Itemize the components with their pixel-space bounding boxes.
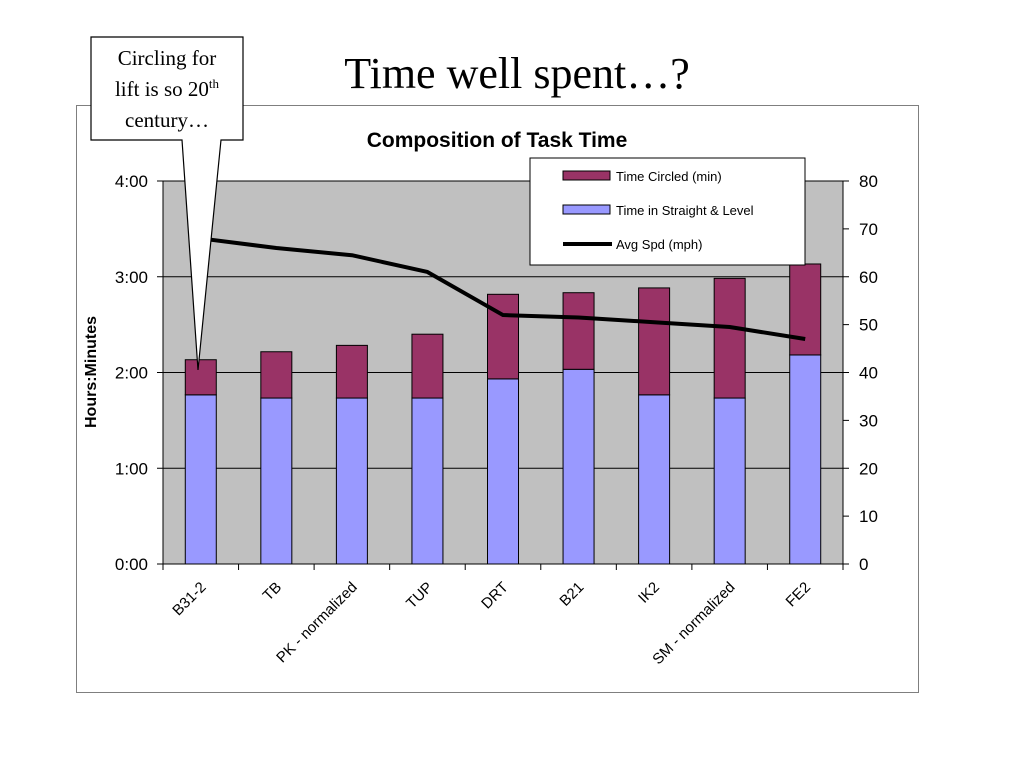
callout-superscript: th (209, 76, 220, 91)
category-label: B21 (556, 579, 587, 610)
bar-segment (562, 368, 595, 565)
bar-segment (335, 344, 368, 399)
y2-tick-label: 10 (859, 507, 878, 526)
y2-tick-label: 20 (859, 459, 878, 478)
y2-tick-label: 50 (859, 316, 878, 335)
category-label: PK - normalized (273, 579, 360, 666)
bar-segment (411, 397, 444, 565)
avg-speed-line (200, 236, 806, 341)
legend: Time Circled (min) Time in Straight & Lev… (529, 157, 806, 266)
category-label: FE2 (783, 579, 814, 610)
y-tick-label: 2:00 (115, 364, 148, 383)
bar-segment (260, 397, 293, 565)
legend-swatch (562, 204, 611, 215)
y-tick-label: 1:00 (115, 459, 148, 478)
callout-line-1: Circling for (118, 46, 217, 70)
bar-segment (184, 394, 217, 565)
callout-line-2: lift is so 20th (115, 76, 220, 101)
category-label: DRT (478, 579, 512, 613)
bar-segment (184, 359, 217, 396)
y2-tick-label: 70 (859, 220, 878, 239)
legend-swatch (562, 170, 611, 181)
left-axis-ticks: 0:00 1:00 2:00 3:00 4:00 (115, 172, 163, 574)
bar-segment (335, 397, 368, 565)
slide-title: Time well spent…? (344, 49, 690, 98)
y2-tick-label: 40 (859, 364, 878, 383)
bar-segment (411, 333, 444, 399)
category-label: TUP (403, 579, 436, 612)
y2-tick-label: 30 (859, 411, 878, 430)
callout-line-3: century… (125, 108, 209, 132)
bar-segment (638, 287, 671, 396)
legend-label: Avg Spd (mph) (616, 237, 702, 252)
bar-segment (260, 351, 293, 399)
legend-label: Time in Straight & Level (616, 203, 754, 218)
category-label: IK2 (635, 579, 663, 607)
avg-speed-polyline (200, 236, 806, 341)
bar-segment (638, 394, 671, 565)
category-label: SM - normalized (649, 579, 738, 668)
callout-line-2-text: lift is so 20 (115, 77, 209, 101)
chart-title: Composition of Task Time (367, 129, 628, 152)
y-tick-label: 4:00 (115, 172, 148, 191)
y-tick-label: 0:00 (115, 555, 148, 574)
bar-segment (487, 378, 519, 565)
callout-balloon (90, 36, 244, 371)
y2-tick-label: 0 (859, 555, 868, 574)
bar-segment (713, 277, 746, 399)
y2-tick-label: 60 (859, 268, 878, 287)
bars (184, 263, 822, 565)
legend-label: Time Circled (min) (616, 169, 722, 184)
category-label: TB (260, 579, 286, 605)
y-axis-title: Hours:Minutes (83, 316, 100, 428)
bar-segment (789, 354, 822, 565)
callout: Circling for lift is so 20th century… (90, 36, 244, 371)
category-label: B31-2 (169, 579, 209, 619)
y2-tick-label: 80 (859, 172, 878, 191)
bar-segment (713, 397, 746, 565)
y-tick-label: 3:00 (115, 268, 148, 287)
bar-segment (562, 292, 595, 370)
right-axis-ticks: 0 10 20 30 40 50 60 70 80 (843, 172, 878, 574)
bar-segment (789, 263, 822, 356)
